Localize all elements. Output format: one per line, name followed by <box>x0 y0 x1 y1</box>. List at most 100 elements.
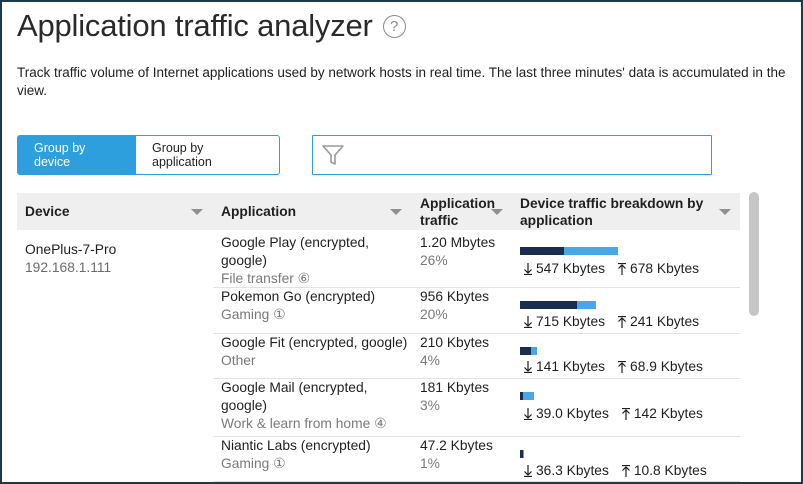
upload-arrow-icon <box>621 407 630 420</box>
filter-icon <box>322 145 344 165</box>
page-description: Track traffic volume of Internet applica… <box>17 65 786 98</box>
app-category: Gaming ① <box>221 307 286 322</box>
traffic-percent: 26% <box>420 253 448 268</box>
download-value: 39.0 Kbytes <box>536 406 609 421</box>
traffic-value: 1.20 Mbytes <box>420 235 496 250</box>
upload-bar <box>577 301 597 309</box>
download-arrow-icon <box>524 262 532 275</box>
sort-traffic-icon[interactable] <box>491 209 503 215</box>
rates: 141 Kbytes 68.9 Kbytes <box>523 359 703 374</box>
download-bar <box>520 392 524 400</box>
traffic-percent: 1% <box>420 456 440 471</box>
rates: 547 Kbytes 678 Kbytes <box>523 261 699 276</box>
column-header-application[interactable]: Application <box>221 193 296 230</box>
table-row[interactable]: Pokemon Go (encrypted) Gaming ① 956 Kbyt… <box>213 288 740 334</box>
download-rate: 547 Kbytes <box>523 261 605 276</box>
download-rate: 39.0 Kbytes <box>523 406 609 421</box>
group-by-device-button[interactable]: Group by device <box>17 135 136 175</box>
group-by-application-button[interactable]: Group by application <box>136 135 280 175</box>
table-row[interactable]: Google Mail (encrypted, google) Work & le… <box>213 379 740 437</box>
device-cell[interactable]: OnePlus-7-Pro 192.168.1.111 <box>25 241 116 277</box>
app-cell: Google Mail (encrypted, google) Work & le… <box>221 379 411 433</box>
traffic-value: 956 Kbytes <box>420 289 490 304</box>
download-bar <box>520 301 578 309</box>
upload-arrow-icon <box>618 360 627 373</box>
rates: 39.0 Kbytes 142 Kbytes <box>523 406 703 421</box>
download-value: 715 Kbytes <box>536 314 606 329</box>
traffic-cell: 956 Kbytes 20% <box>420 288 489 324</box>
app-category: File transfer ⑥ <box>221 271 311 286</box>
app-category: Work & learn from home ④ <box>221 416 387 431</box>
column-header-breakdown-label: Device traffic breakdown by application <box>520 195 703 229</box>
download-rate: 36.3 Kbytes <box>523 463 609 478</box>
upload-rate: 10.8 Kbytes <box>621 463 707 478</box>
filter-input[interactable] <box>351 138 711 172</box>
rates: 36.3 Kbytes 10.8 Kbytes <box>523 463 707 478</box>
app-name: Pokemon Go (encrypted) <box>221 289 376 304</box>
traffic-header-line2: traffic <box>420 212 459 228</box>
column-header-device[interactable]: Device <box>25 193 70 230</box>
vertical-scrollbar[interactable] <box>749 192 759 316</box>
rates: 715 Kbytes 241 Kbytes <box>523 314 699 329</box>
traffic-breakdown-bar <box>520 450 524 458</box>
upload-rate: 68.9 Kbytes <box>617 359 703 374</box>
traffic-breakdown-bar <box>520 392 535 400</box>
traffic-percent: 20% <box>420 307 448 322</box>
table-row[interactable]: Niantic Labs (encrypted) Gaming ① 47.2 K… <box>213 437 740 482</box>
device-name: OnePlus-7-Pro <box>25 242 117 257</box>
download-value: 141 Kbytes <box>536 359 606 374</box>
table-row[interactable]: Google Fit (encrypted, google) Other 210… <box>213 334 740 379</box>
table-row[interactable]: Google Play (encrypted, google) File tran… <box>213 234 740 288</box>
app-name: Google Play (encrypted, <box>221 235 370 250</box>
download-arrow-icon <box>524 315 532 328</box>
traffic-percent: 4% <box>420 353 440 368</box>
traffic-table: Device Application Application traffic D… <box>17 193 740 482</box>
upload-rate: 678 Kbytes <box>617 261 699 276</box>
sort-application-icon[interactable] <box>390 209 402 215</box>
traffic-value: 47.2 Kbytes <box>420 438 493 453</box>
filter-box <box>312 135 712 175</box>
app-name: Google Mail (encrypted, <box>221 380 368 395</box>
breakdown-header-line2: application <box>520 212 593 228</box>
traffic-percent: 3% <box>420 398 440 413</box>
traffic-breakdown-bar <box>520 301 597 309</box>
upload-bar <box>523 392 535 400</box>
help-icon[interactable]: ? <box>382 14 406 38</box>
page-title: Application traffic analyzer <box>17 8 373 43</box>
download-bar <box>520 347 532 355</box>
breakdown-header-line1: Device traffic breakdown by <box>520 195 704 211</box>
app-cell: Niantic Labs (encrypted) Gaming ① <box>221 437 411 473</box>
app-category: Gaming ① <box>221 456 286 471</box>
sort-device-icon[interactable] <box>191 209 203 215</box>
traffic-breakdown-bar <box>520 247 618 255</box>
table-header: Device Application Application traffic D… <box>17 193 740 230</box>
traffic-cell: 181 Kbytes 3% <box>420 379 489 415</box>
download-arrow-icon <box>524 360 532 373</box>
title-row: Application traffic analyzer ? <box>17 8 406 44</box>
column-header-device-label: Device <box>25 204 70 219</box>
sort-breakdown-icon[interactable] <box>719 209 731 215</box>
download-bar <box>520 450 523 458</box>
upload-arrow-icon <box>618 262 627 275</box>
app-name-line2: google) <box>221 398 268 413</box>
download-arrow-icon <box>524 407 532 420</box>
download-rate: 141 Kbytes <box>523 359 605 374</box>
app-name: Niantic Labs (encrypted) <box>221 438 371 453</box>
upload-bar <box>522 450 524 458</box>
app-category: Other <box>221 353 256 368</box>
app-cell: Google Play (encrypted, google) File tran… <box>221 234 411 288</box>
app-cell: Pokemon Go (encrypted) Gaming ① <box>221 288 411 324</box>
upload-value: 678 Kbytes <box>630 261 700 276</box>
download-value: 547 Kbytes <box>536 261 606 276</box>
column-header-traffic[interactable]: Application traffic <box>420 194 495 229</box>
download-bar <box>520 247 564 255</box>
upload-value: 241 Kbytes <box>630 314 700 329</box>
upload-bar <box>531 347 537 355</box>
download-arrow-icon <box>524 464 532 477</box>
column-header-breakdown[interactable]: Device traffic breakdown by application <box>520 194 703 229</box>
app-name-line2: google) <box>221 253 268 268</box>
device-ip: 192.168.1.111 <box>25 260 112 275</box>
upload-arrow-icon <box>618 315 627 328</box>
app-name: Google Fit (encrypted, google) <box>221 335 408 350</box>
